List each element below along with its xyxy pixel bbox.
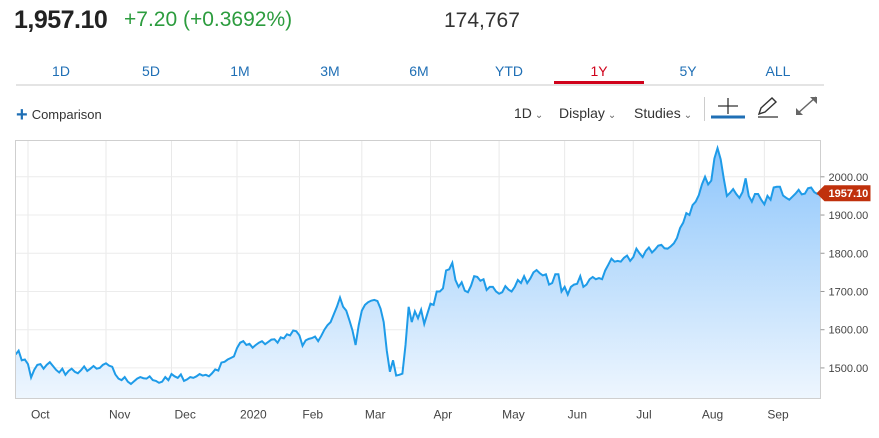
price-area	[15, 148, 821, 399]
tab-3m[interactable]: 3M	[320, 63, 340, 79]
volume: 174,767	[444, 9, 520, 32]
x-tick-label: Jun	[568, 408, 587, 422]
display-label: Display	[559, 105, 605, 121]
last-price: 1,957.10	[14, 6, 108, 34]
pencil-icon	[757, 97, 778, 118]
toolbar-divider	[704, 97, 705, 121]
x-tick-label: 2020	[240, 408, 267, 422]
tab-1d[interactable]: 1D	[52, 63, 70, 79]
studies-label: Studies	[634, 105, 681, 121]
x-tick-label: Nov	[109, 408, 130, 422]
expand-icon	[796, 96, 817, 115]
crosshair-icon	[711, 98, 745, 119]
last-price-badge-shape	[816, 185, 871, 202]
tab-1m[interactable]: 1M	[230, 63, 250, 79]
price-line	[15, 144, 821, 386]
y-tick-label: 2000.00	[829, 172, 869, 184]
x-tick-label: Mar	[365, 408, 386, 422]
interval-dropdown[interactable]: 1D ⌄	[514, 105, 543, 121]
chevron-down-icon: ⌄	[607, 110, 617, 121]
last-price-badge: 1957.10	[816, 185, 871, 202]
x-tick-label: Dec	[175, 408, 196, 422]
chevron-down-icon: ⌄	[683, 110, 693, 121]
tab-5y[interactable]: 5Y	[679, 63, 697, 79]
crosshair-button[interactable]	[710, 95, 746, 121]
y-tick-label: 1700.00	[829, 286, 869, 298]
comparison-button[interactable]: + Comparison	[16, 104, 102, 127]
x-tick-label: Jul	[636, 408, 651, 422]
draw-button[interactable]	[752, 95, 788, 121]
tab-1y[interactable]: 1Y	[554, 60, 644, 84]
studies-dropdown[interactable]: Studies ⌄	[634, 105, 692, 121]
tab-5d[interactable]: 5D	[142, 63, 160, 79]
y-tick-label: 1600.00	[829, 325, 869, 337]
x-axis: Oct Nov Dec 2020 Feb Mar Apr May Jun Jul Aug Sep	[31, 408, 789, 422]
last-price-badge-label: 1957.10	[829, 188, 869, 200]
x-tick-label: Aug	[702, 408, 723, 422]
y-axis: 1500.00 1600.00 1700.00 1800.00 2000.00 1900.…	[820, 172, 869, 375]
display-dropdown[interactable]: Display ⌄	[559, 105, 616, 121]
comparison-label: Comparison	[31, 107, 102, 122]
x-tick-label: Apr	[433, 408, 452, 422]
chevron-down-icon: ⌄	[534, 110, 544, 121]
price-chart[interactable]: 1500.00 1600.00 1700.00 1800.00 2000.00 1900.…	[15, 140, 879, 436]
y-tick-label: 1800.00	[829, 248, 869, 260]
fullscreen-button[interactable]	[792, 95, 828, 121]
time-range-tabs: 1D 5D 1M 3M 6M YTD 1Y 5Y ALL	[16, 60, 824, 86]
x-tick-label: Sep	[767, 408, 789, 422]
chart-frame	[15, 140, 821, 399]
x-tick-label: Feb	[302, 408, 323, 422]
tab-ytd[interactable]: YTD	[495, 63, 523, 79]
y-tick-label: 1900.00	[829, 210, 869, 222]
y-tick-label: 1500.00	[829, 363, 869, 375]
plus-icon: +	[16, 104, 28, 126]
x-tick-label: May	[502, 408, 525, 422]
tab-all[interactable]: ALL	[765, 63, 791, 79]
tab-6m[interactable]: 6M	[409, 63, 429, 79]
x-tick-label: Oct	[31, 408, 50, 422]
interval-label: 1D	[514, 105, 532, 121]
price-change: +7.20 (+0.3692%)	[124, 8, 293, 31]
